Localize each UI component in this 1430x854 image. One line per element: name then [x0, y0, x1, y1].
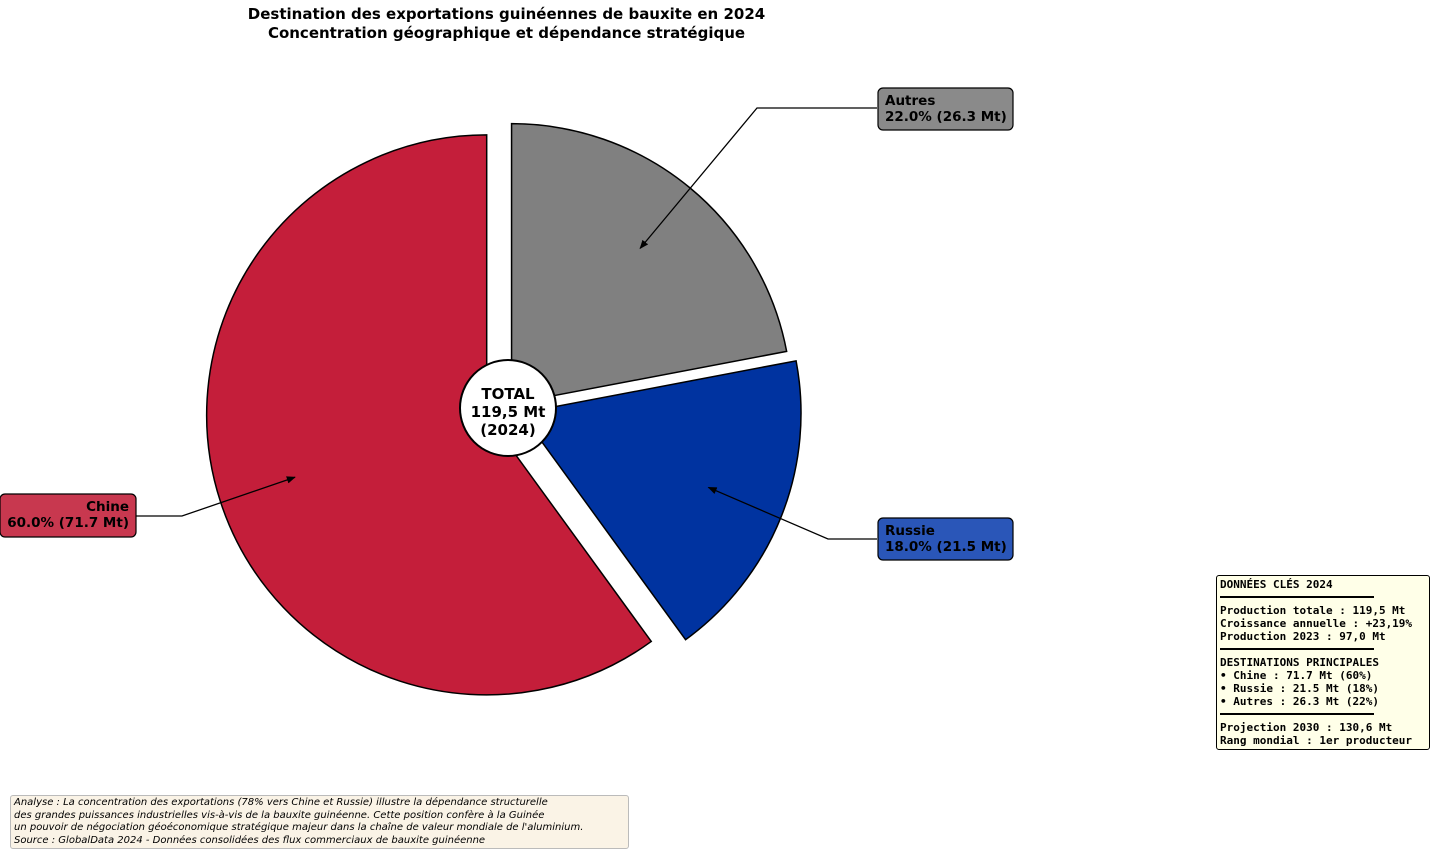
subtitle-line: Concentration géographique et dépendance… — [267, 24, 746, 42]
divider — [1220, 648, 1374, 650]
key-line: Projection 2030 : 130,6 Mt — [1220, 721, 1393, 734]
slice-category-label: Russie — [885, 523, 935, 539]
slice-value-label: 22.0% (26.3 Mt) — [885, 109, 1007, 125]
divider — [1220, 713, 1374, 715]
key-line: Croissance annuelle : +23,19% — [1220, 617, 1413, 630]
annotation-arrow — [639, 107, 877, 250]
key-line: • Autres : 26.3 Mt (22%) — [1220, 695, 1379, 708]
pie-slice-autres — [510, 122, 788, 405]
slice-label-box — [877, 517, 1014, 561]
slice-category-label: Chine — [86, 499, 129, 515]
center-label-line: 119,5 Mt — [471, 403, 546, 421]
key-line: Production totale : 119,5 Mt — [1220, 604, 1406, 617]
key-line: Production 2023 : 97,0 Mt — [1220, 630, 1386, 643]
key-line: • Russie : 21.5 Mt (18%) — [1220, 682, 1379, 695]
slice-category-label: Autres — [885, 93, 935, 109]
pie-slice-russie — [519, 359, 802, 641]
note-line: Analyse : La concentration des exportati… — [14, 797, 548, 808]
key-destinations-title: DESTINATIONS PRINCIPALES — [1220, 656, 1379, 669]
title-line: Destination des exportations guinéennes … — [247, 5, 766, 23]
key-line: • Chine : 71.7 Mt (60%) — [1220, 669, 1373, 682]
pie-slice-chine — [205, 134, 653, 696]
slice-value-label: 18.0% (21.5 Mt) — [885, 539, 1007, 555]
slice-value-label: 60.0% (71.7 Mt) — [7, 515, 129, 531]
center-total: TOTAL 119,5 Mt (2024) — [459, 359, 557, 457]
slice-label-box — [0, 493, 137, 538]
key-data-box: DONNÉES CLÉS 2024 Production totale : 119… — [1216, 575, 1430, 750]
center-label-line: (2024) — [480, 421, 535, 439]
chart-title: Destination des exportations guinéennes … — [0, 5, 1013, 43]
note-line: des grandes puissances industrielles vis… — [14, 809, 545, 821]
center-label-line: TOTAL — [481, 385, 535, 403]
note-line: Source : GlobalData 2024 - Données conso… — [14, 834, 486, 846]
divider — [1220, 596, 1374, 598]
analysis-note: Analyse : La concentration des exportati… — [10, 795, 629, 849]
note-line: un pouvoir de négociation géoéconomique … — [14, 822, 584, 833]
annotation-arrow — [707, 486, 877, 540]
key-box-title: DONNÉES CLÉS 2024 — [1220, 578, 1333, 591]
annotation-arrow — [136, 476, 296, 517]
slice-label-box — [877, 87, 1014, 131]
key-line: Rang mondial : 1er producteur — [1220, 734, 1413, 747]
